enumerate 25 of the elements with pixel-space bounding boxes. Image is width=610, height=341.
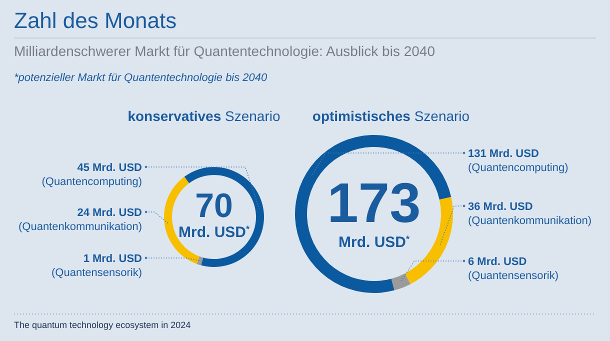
data-label: 24 Mrd. USD: [77, 207, 142, 219]
text: 70: [195, 187, 233, 225]
text: Mrd. USD$^{*}$: [338, 234, 410, 251]
data-label: 36 Mrd. USD: [468, 201, 533, 213]
data-label: 1 Mrd. USD: [83, 253, 142, 265]
chart-title: konservatives Szenario: [128, 108, 280, 124]
slice-label: (Quantenkommunikation): [18, 221, 142, 233]
text: Mrd. USD$^{*}$: [178, 224, 250, 241]
slice-label: (Quantensensorik): [468, 270, 558, 282]
text: 173: [327, 171, 421, 234]
slice-label: (Quantenkommunikation): [468, 215, 592, 227]
data-label: 6 Mrd. USD: [468, 256, 527, 268]
text: The quantum technology ecosystem in 2024: [14, 320, 191, 330]
text: Zahl des Monats: [14, 8, 177, 33]
data-label: 131 Mrd. USD: [468, 148, 539, 160]
donut-slice: [295, 135, 452, 293]
text: *potenzieller Markt für Quantentechnologie bis 2040: [14, 72, 268, 84]
slice-label: (Quantensensorik): [52, 267, 142, 279]
slice-label: (Quantencomputing): [468, 162, 568, 174]
text: Milliardenschwerer Markt für Quantentechnologie: Ausblick bis 2040: [14, 43, 436, 59]
donut-slice: [391, 273, 410, 290]
data-label: 45 Mrd. USD: [77, 162, 142, 174]
donut-slice: [196, 256, 204, 266]
slice-label: (Quantencomputing): [42, 176, 142, 188]
chart-title: optimistisches Szenario: [312, 108, 470, 124]
